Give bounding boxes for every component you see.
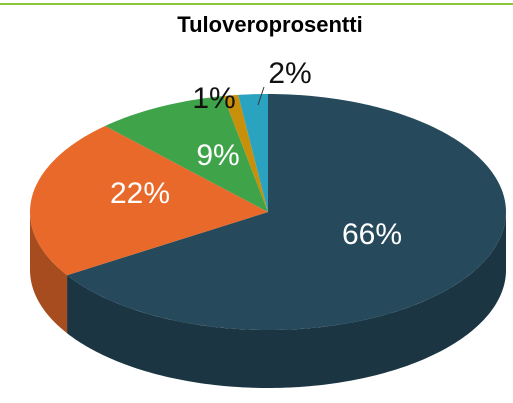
data-label: 9% — [196, 139, 239, 172]
slice — [67, 94, 506, 330]
leader-line — [257, 86, 265, 106]
slice — [105, 96, 268, 212]
slice — [238, 94, 268, 212]
data-label: 22% — [110, 177, 170, 210]
data-label: 2% — [268, 57, 311, 90]
slice-side — [30, 212, 68, 334]
slice — [30, 125, 269, 276]
chart-title: Tuloveroprosentti — [177, 12, 362, 37]
slice — [223, 94, 268, 212]
data-label: 1% — [192, 82, 235, 115]
data-label: 66% — [342, 218, 402, 251]
slice-side — [67, 212, 506, 388]
